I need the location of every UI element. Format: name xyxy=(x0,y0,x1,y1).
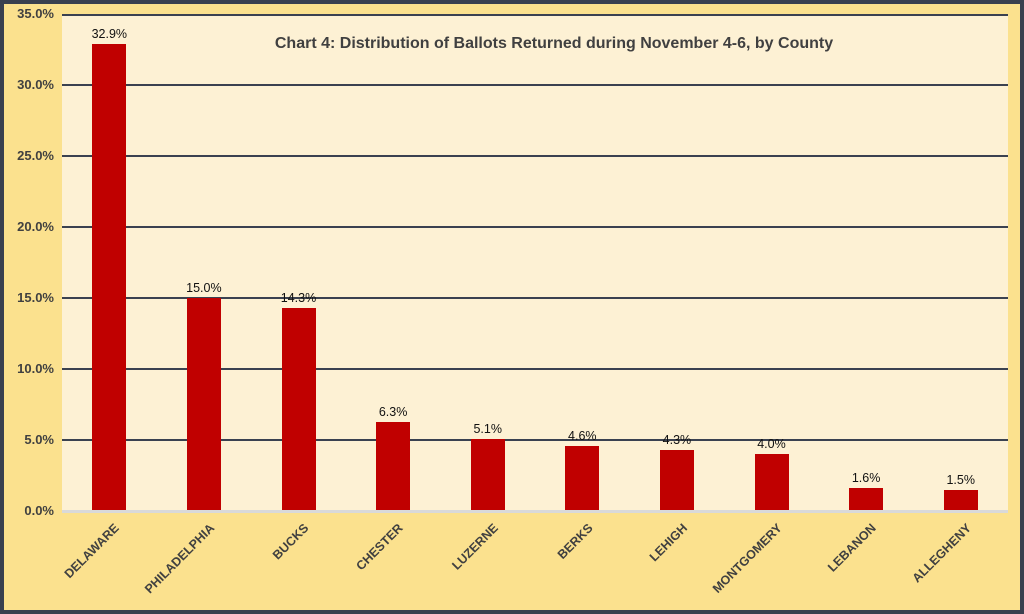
x-axis-line xyxy=(62,510,1008,513)
y-axis-tick-label: 5.0% xyxy=(24,432,54,447)
y-axis-tick-label: 15.0% xyxy=(17,290,54,305)
bar-bucks xyxy=(281,307,316,511)
bar-delaware xyxy=(92,43,127,511)
x-axis-category-label: MONTGOMERY xyxy=(709,521,785,596)
x-axis-category-label: BERKS xyxy=(554,521,596,562)
x-axis-category-label: BUCKS xyxy=(270,521,312,563)
gridline xyxy=(62,439,1008,441)
bar-value-label: 6.3% xyxy=(378,404,408,419)
bar-value-label: 14.3% xyxy=(280,290,317,305)
bar-lehigh xyxy=(659,449,694,511)
bar-value-label: 1.6% xyxy=(851,471,881,486)
bar-berks xyxy=(565,445,600,511)
gridline xyxy=(62,226,1008,228)
x-axis-category-label: CHESTER xyxy=(353,521,407,574)
gridline xyxy=(62,14,1008,16)
bar-value-label: 1.5% xyxy=(946,472,975,487)
bar-luzerne xyxy=(470,438,505,511)
plot-area: 32.9% 15.0% 14.3% 6.3% 5.1% 4.6% 4.3% 4.0% 1.6% 1… xyxy=(62,14,1008,513)
bar-philadelphia xyxy=(186,298,221,511)
bar-value-label: 5.1% xyxy=(473,421,502,436)
bar-value-label: 4.3% xyxy=(662,432,692,447)
bar-allegheny xyxy=(943,489,978,511)
gridline xyxy=(62,155,1008,157)
x-axis-category-label: ALLEGHENY xyxy=(909,521,974,586)
chart-title: Chart 4: Distribution of Ballots Returne… xyxy=(274,35,834,52)
x-axis-category-label: LEBANON xyxy=(825,521,880,575)
gridline xyxy=(62,84,1008,86)
bar-value-label: 4.6% xyxy=(568,428,597,443)
bar-value-label: 15.0% xyxy=(186,281,222,295)
bar-montgomery xyxy=(754,454,789,511)
y-axis-tick-label: 30.0% xyxy=(17,77,54,92)
x-axis-category-label: PHILADELPHIA xyxy=(141,521,217,597)
y-axis-tick-label: 10.0% xyxy=(17,361,54,376)
bar-value-label: 4.0% xyxy=(757,437,786,452)
gridline xyxy=(62,368,1008,370)
bar-value-label: 32.9% xyxy=(91,26,128,41)
y-axis-tick-label: 20.0% xyxy=(17,219,54,234)
x-axis-category-label: LEHIGH xyxy=(646,521,690,565)
y-axis-tick-label: 0.0% xyxy=(24,503,54,518)
bar-chester xyxy=(376,421,411,511)
y-axis-tick-label: 35.0% xyxy=(17,6,54,21)
x-axis-category-label: LUZERNE xyxy=(448,521,501,573)
bar-lebanon xyxy=(849,488,884,511)
x-axis-category-label: DELAWARE xyxy=(62,521,123,581)
y-axis-tick-label: 25.0% xyxy=(17,148,54,163)
gridline xyxy=(62,297,1008,299)
